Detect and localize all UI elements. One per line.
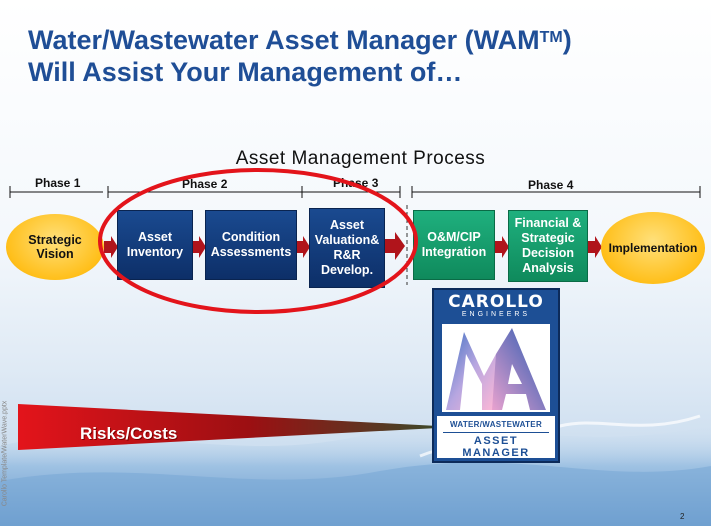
phase-1-label: Phase 1	[35, 176, 81, 190]
step-om-cip-integration: O&M/CIP Integration	[413, 210, 495, 280]
step-condition-assessments: Condition Assessments	[205, 210, 297, 280]
arrow-right-icon	[192, 236, 206, 258]
arrow-right-icon	[495, 236, 509, 258]
side-file-label: Carollo Template/WaterWave.pptx	[1, 400, 9, 507]
page-title: Water/Wastewater Asset Manager (WAMTM) W…	[28, 25, 572, 87]
arrow-right-icon	[385, 232, 405, 260]
dashed-divider	[406, 205, 408, 285]
step-implementation: Implementation	[601, 212, 705, 284]
wam-logo-mark-icon	[442, 324, 550, 412]
process-title: Asset Management Process	[235, 148, 486, 169]
carollo-wam-logo: CAROLLO ENGINEERS WATER/WASTEWATER ASSET	[432, 288, 560, 463]
logo-caption: WATER/WASTEWATER ASSET MANAGER	[437, 416, 555, 459]
phase-4-label: Phase 4	[528, 178, 574, 192]
phase-brackets: Phase 1 Phase 2 Phase 3 Phase 4	[9, 176, 701, 198]
page-number: 2	[680, 512, 685, 521]
risk-wedge	[18, 404, 438, 450]
step-strategic-vision: Strategic Vision	[6, 214, 104, 280]
step-asset-inventory: Asset Inventory	[117, 210, 193, 280]
arrow-right-icon	[296, 236, 310, 258]
phase-2-label: Phase 2	[182, 177, 228, 191]
logo-header: CAROLLO ENGINEERS	[437, 293, 555, 321]
arrow-right-icon	[104, 236, 118, 258]
step-asset-valuation: Asset Valuation& R&R Develop.	[309, 208, 385, 288]
arrow-right-icon	[588, 236, 602, 258]
step-financial-analysis: Financial & Strategic Decision Analysis	[508, 210, 588, 282]
highlight-ellipse	[98, 168, 418, 314]
risks-costs-label: Risks/Costs	[80, 424, 178, 443]
